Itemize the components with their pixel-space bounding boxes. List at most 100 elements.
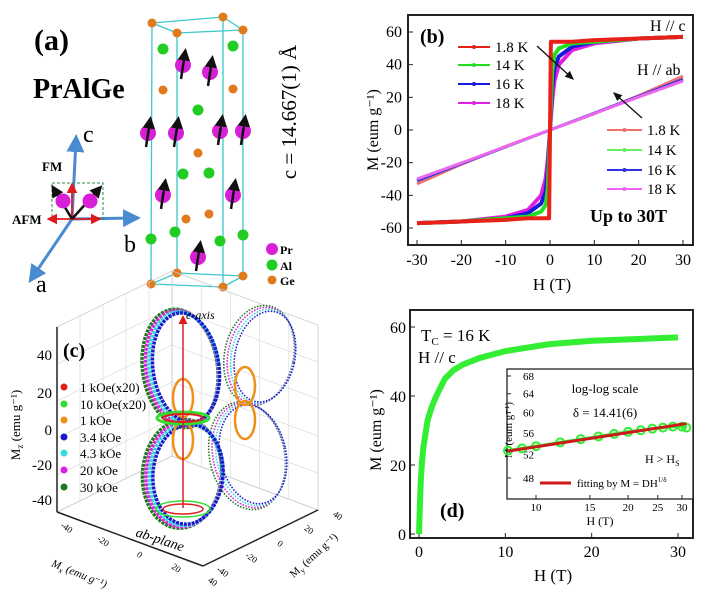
x-tick-label: 30: [675, 252, 691, 269]
compound-name: PrAlGe: [33, 74, 125, 105]
panel-d-plot: 0 10 20 30 0 20 40 60: [390, 320, 686, 561]
axis-triad: c b a FM AFM: [12, 122, 141, 298]
polar-lobe-30kOe: [207, 400, 287, 511]
legend-label: 10 kOe(x20): [80, 397, 146, 412]
ge-atom: [218, 12, 228, 22]
legend-marker: [60, 483, 68, 491]
x-tick-label: 0: [415, 544, 423, 561]
x-tick-label: -20: [95, 534, 111, 549]
panel-d-label: (d): [440, 500, 464, 522]
cell-edge: [176, 29, 244, 34]
x-tick-label: 40: [206, 575, 220, 589]
legend-marker: [622, 148, 627, 152]
legend-marker: [622, 168, 627, 172]
legend-label: 14 K: [647, 143, 677, 159]
inset-y-tick-label: 64: [523, 389, 535, 401]
polar-lobe-20kOe: [226, 306, 296, 406]
hs-annotation: H > HS: [645, 452, 680, 468]
y-tick-label: -20: [244, 550, 260, 565]
moment-arrow-icon: [204, 55, 218, 87]
hs-main: H > H: [645, 452, 675, 466]
ge-atom: [172, 28, 182, 38]
z-tick-label: 40: [37, 348, 52, 364]
inset-y-tick-label: 56: [523, 428, 535, 440]
al-atom: [169, 226, 181, 238]
legend-label: 18 K: [495, 96, 525, 112]
moment-arrow-icon: [192, 240, 206, 272]
panel-b: -30 -20 -10 0 10 20 30 -60 -40 -20 0 20 40 60 18 K 16 K…: [365, 14, 694, 294]
panel-d: 0 10 20 30 0 20 40 60 TC = 16 K H // c (d) H (T…: [368, 309, 694, 585]
a-axis-arrow-icon: [28, 218, 74, 283]
legend-label: 30 kOe: [80, 480, 118, 495]
legend-label: 1.8 K: [495, 40, 529, 56]
cell-edge: [150, 283, 224, 288]
al-atom: [227, 40, 239, 52]
tc-annotation: TC = 16 K: [421, 326, 491, 348]
legend-label: 14 K: [495, 58, 525, 74]
moment-arrow-icon: [227, 178, 241, 210]
legend-marker: [60, 383, 68, 391]
legend-ge-label: Ge: [280, 274, 295, 288]
afm-label: AFM: [12, 212, 42, 227]
h-c-annotation: H // c: [650, 18, 686, 35]
x-tick-label: -40: [59, 520, 75, 535]
h-c-annotation-d: H // c: [418, 348, 456, 367]
legend-marker: [60, 433, 68, 441]
inset-x-tick-label: 30: [676, 502, 688, 514]
panel-d-ylabel: M (eum g⁻¹): [368, 389, 385, 471]
z-tick-label: -20: [32, 458, 52, 474]
ge-atom: [181, 214, 191, 224]
legend-marker: [622, 187, 627, 191]
magnetization-curve: [416, 334, 679, 535]
atom-legend: Pr Al Ge: [266, 243, 295, 288]
legend-marker: [60, 466, 68, 474]
panel-b-xlabel: H (T): [533, 275, 571, 294]
grid-line: [171, 344, 319, 400]
y-tick-label: -40: [381, 187, 402, 204]
x-tick-label: -20: [451, 252, 472, 269]
fit-legend-label: fitting by M = DH1/δ: [577, 476, 667, 490]
x-tick-label: 10: [586, 252, 602, 269]
y-tick-label: 0: [394, 122, 402, 139]
x-axis-line: [56, 511, 204, 567]
cell-edge: [151, 16, 224, 24]
axis-a-label: a: [36, 272, 47, 298]
axis-b-label: b: [124, 232, 136, 258]
panel-c-ylabel: My (emu g⁻¹): [288, 531, 342, 582]
h-ab-annotation: H // ab: [637, 62, 681, 79]
z-tick-label: 0: [45, 423, 53, 439]
ge-atom: [228, 84, 238, 94]
y-tick-label: 40: [386, 57, 402, 74]
panel-c-label: (c): [63, 340, 85, 362]
delta-annotation: δ = 14.41(6): [573, 405, 637, 420]
moment-arrow-icon: [237, 114, 251, 146]
y-tick-label: 0: [398, 527, 406, 544]
grid-line: [171, 381, 319, 437]
y-tick-label: 20: [386, 89, 402, 106]
al-atom: [177, 168, 189, 180]
series-line-Hc-18: [416, 34, 684, 226]
cell-edge: [176, 272, 244, 277]
y-tick-label: 20: [390, 458, 406, 475]
legend-ge-marker: [267, 275, 277, 285]
polar-lobe-1kOe: [233, 365, 257, 407]
y-tick-label: 40: [390, 389, 406, 406]
grid-line: [56, 307, 173, 365]
cell-edge: [150, 22, 153, 285]
panel-b-plot: -30 -20 -10 0 10 20 30 -60 -40 -20 0 20 40 60 18 K 16 K…: [381, 24, 691, 269]
y-tick-label: 40: [331, 509, 345, 523]
moment-arrow-icon: [157, 178, 171, 210]
inset-y-tick-label: 48: [523, 473, 535, 485]
grid-line: [56, 418, 173, 476]
al-atom: [157, 43, 169, 55]
back-right-wall: [171, 270, 319, 511]
z-tick-label: 20: [37, 386, 52, 402]
cell-edge: [150, 272, 178, 285]
legend-marker: [472, 63, 476, 67]
panel-b-ylabel: M (eum g⁻¹): [365, 89, 382, 171]
x-tick-label: -30: [406, 252, 427, 269]
ge-atom: [238, 271, 248, 281]
hs-sub: S: [675, 459, 679, 468]
fm-label: FM: [42, 159, 62, 174]
